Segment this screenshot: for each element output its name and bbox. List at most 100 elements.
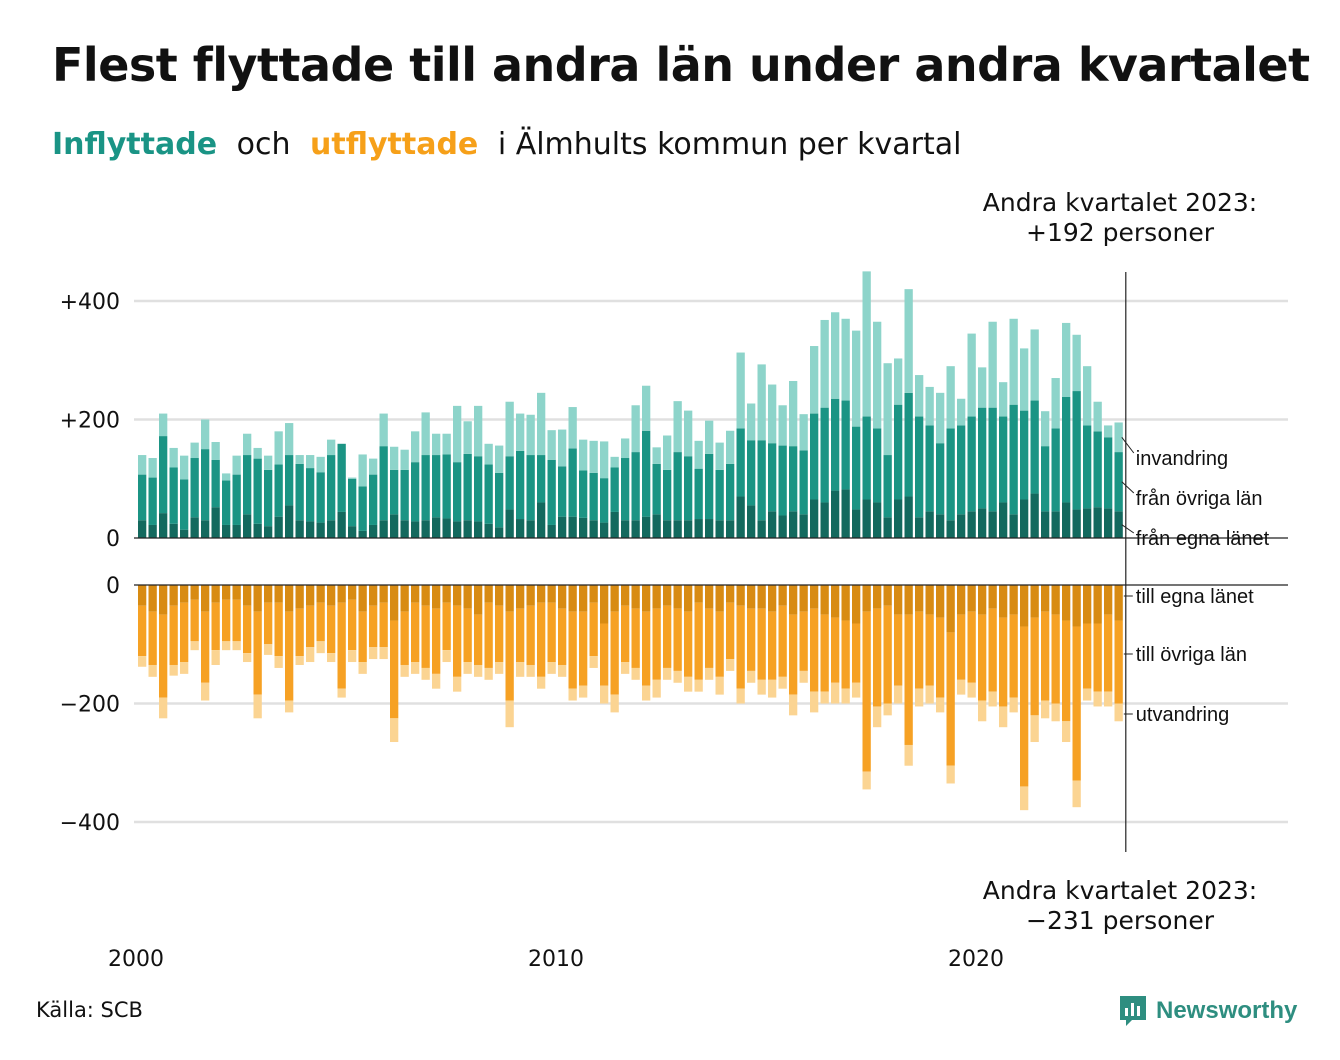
bar-out-utvandring — [589, 656, 598, 668]
bar-in-ovriga — [579, 470, 588, 518]
bar-in-invandring — [978, 367, 987, 408]
bar-in-invandring — [442, 433, 451, 455]
bar-in-invandring — [589, 440, 598, 473]
bar-out-ovriga — [999, 617, 1008, 707]
bar-out-ovriga — [159, 614, 168, 698]
bar-out-utvandring — [495, 662, 504, 674]
bar-out-ovriga — [568, 611, 577, 689]
bar-in-invandring — [936, 392, 945, 444]
y-tick-label: +400 — [60, 290, 120, 315]
bar-in-egna — [978, 508, 987, 538]
bar-in-invandring — [1083, 366, 1092, 426]
bar-out-egna — [936, 585, 945, 618]
bar-out-egna — [820, 585, 829, 615]
bar-out-egna — [201, 585, 210, 612]
bar-out-egna — [631, 585, 640, 609]
bar-out-utvandring — [222, 641, 231, 651]
bar-out-utvandring — [820, 691, 829, 704]
bar-out-ovriga — [484, 602, 493, 668]
bar-in-invandring — [264, 455, 273, 470]
subtitle-rest: i Älmhults kommun per kvartal — [497, 127, 962, 162]
bar-out-egna — [358, 585, 367, 612]
bar-in-invandring — [232, 455, 241, 475]
bar-out-egna — [589, 585, 598, 603]
bar-in-egna — [505, 509, 514, 538]
bar-in-invandring — [505, 401, 514, 457]
bar-in-ovriga — [1062, 396, 1071, 503]
bar-out-utvandring — [201, 682, 210, 701]
bar-in-egna — [442, 518, 451, 538]
bar-out-egna — [841, 585, 850, 621]
bar-out-ovriga — [673, 608, 682, 671]
bar-out-utvandring — [253, 694, 262, 719]
bar-out-utvandring — [453, 676, 462, 692]
bar-out-ovriga — [505, 611, 514, 701]
bar-in-egna — [579, 517, 588, 538]
bar-in-ovriga — [1041, 446, 1050, 512]
bar-in-ovriga — [778, 445, 787, 516]
bar-in-invandring — [915, 375, 924, 417]
bar-out-egna — [411, 585, 420, 603]
bar-in-invandring — [253, 447, 262, 459]
bar-out-egna — [159, 585, 168, 615]
label-leader — [1121, 481, 1135, 494]
bar-out-utvandring — [547, 662, 556, 674]
bar-in-egna — [274, 516, 283, 538]
bar-out-utvandring — [295, 656, 304, 665]
bar-in-egna — [1020, 499, 1029, 538]
bar-out-utvandring — [705, 667, 714, 680]
bar-in-egna — [400, 520, 409, 538]
bar-out-ovriga — [694, 602, 703, 680]
bar-out-utvandring — [642, 685, 651, 701]
gridlines — [134, 299, 1288, 824]
bar-in-ovriga — [285, 455, 294, 506]
brand-logo: Newsworthy — [1118, 994, 1297, 1028]
bar-out-utvandring — [1030, 715, 1039, 743]
bar-out-ovriga — [589, 602, 598, 657]
bar-out-egna — [211, 585, 220, 603]
brand-name: Newsworthy — [1156, 997, 1298, 1024]
bar-in-invandring — [820, 319, 829, 408]
bar-out-utvandring — [1114, 703, 1123, 722]
bar-out-utvandring — [1020, 786, 1029, 811]
bar-out-ovriga — [957, 614, 966, 680]
bar-out-egna — [285, 585, 294, 612]
bar-in-ovriga — [547, 459, 556, 525]
bar-out-egna — [1020, 585, 1029, 627]
bar-in-invandring — [705, 420, 714, 454]
bar-out-egna — [327, 585, 336, 606]
bar-out-ovriga — [925, 614, 934, 686]
bar-out-utvandring — [1051, 703, 1060, 722]
bar-in-egna — [736, 496, 745, 538]
bar-out-ovriga — [873, 608, 882, 707]
bar-out-ovriga — [453, 605, 462, 677]
bar-in-egna — [516, 519, 525, 538]
bar-out-ovriga — [789, 614, 798, 695]
y-tick-label: 0 — [106, 574, 120, 599]
bar-in-egna — [810, 499, 819, 538]
bar-out-ovriga — [841, 620, 850, 689]
bar-out-ovriga — [190, 599, 199, 642]
bar-in-invandring — [474, 405, 483, 457]
bar-in-invandring — [432, 433, 441, 456]
bar-in-egna — [222, 524, 231, 538]
bar-in-egna — [264, 526, 273, 538]
bar-out-egna — [999, 585, 1008, 618]
bar-out-utvandring — [316, 641, 325, 654]
bar-in-ovriga — [484, 464, 493, 524]
bar-out-utvandring — [379, 647, 388, 660]
bar-out-utvandring — [841, 688, 850, 704]
bar-out-ovriga — [201, 611, 210, 683]
bar-out-egna — [652, 585, 661, 609]
bar-out-ovriga — [327, 605, 336, 654]
bar-out-utvandring — [1062, 721, 1071, 743]
bar-in-egna — [421, 520, 430, 538]
bar-out-ovriga — [883, 605, 892, 704]
bar-in-ovriga — [999, 416, 1008, 503]
bar-in-ovriga — [1030, 400, 1039, 494]
bar-in-egna — [726, 520, 735, 538]
bar-out-egna — [222, 585, 231, 600]
bar-out-egna — [768, 585, 777, 612]
bar-in-ovriga — [537, 455, 546, 503]
bar-in-invandring — [610, 456, 619, 468]
